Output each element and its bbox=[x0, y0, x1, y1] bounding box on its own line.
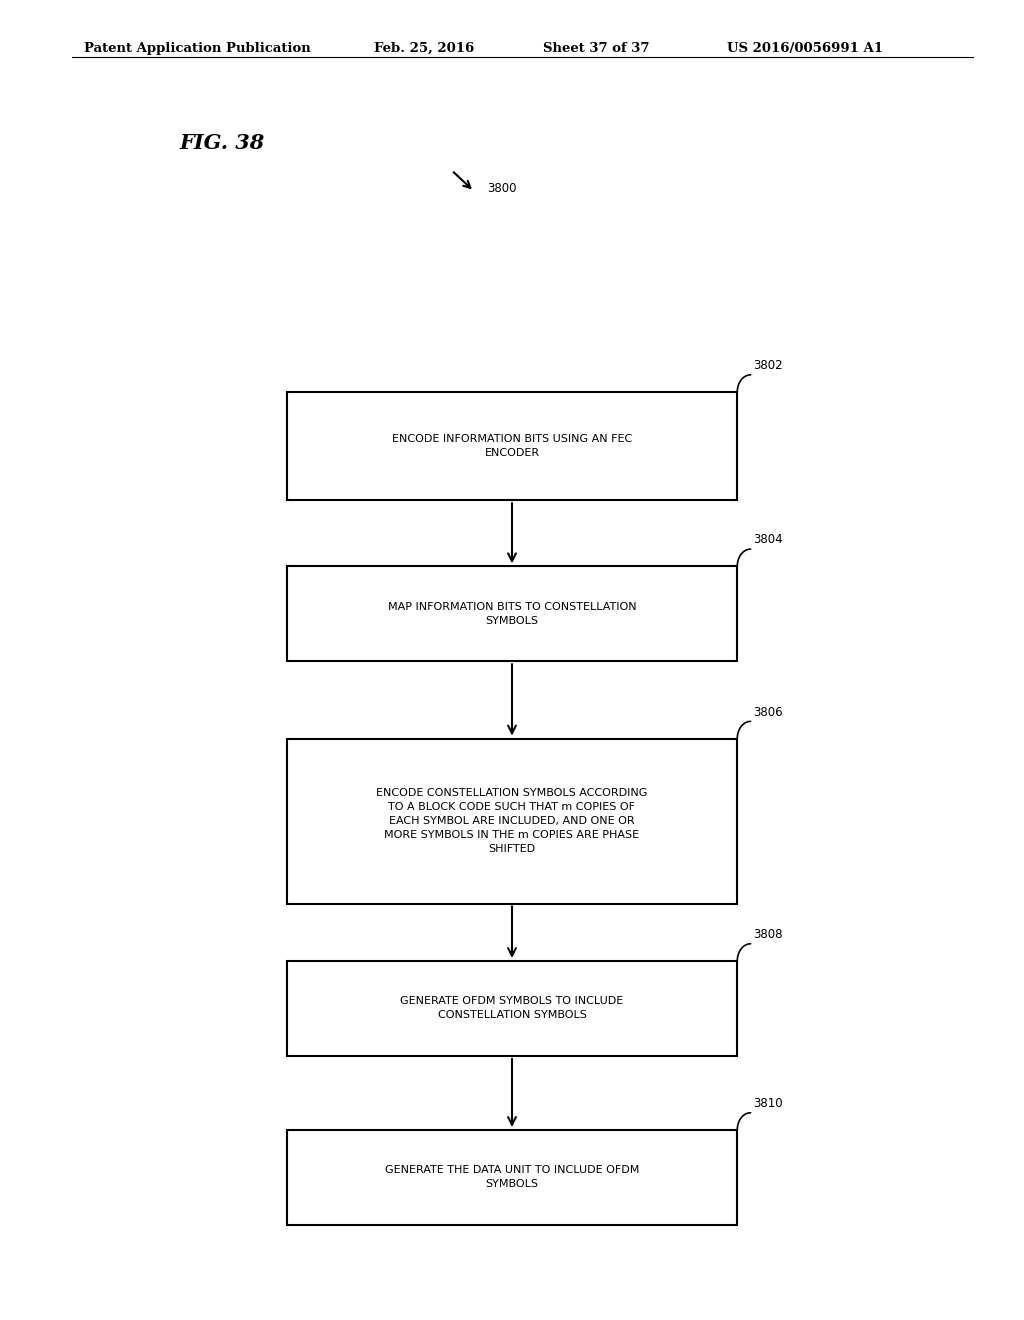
Bar bbox=[287, 1130, 737, 1225]
Text: 3808: 3808 bbox=[754, 928, 783, 941]
Text: 3800: 3800 bbox=[487, 182, 517, 195]
Text: 3810: 3810 bbox=[754, 1097, 783, 1110]
Text: GENERATE OFDM SYMBOLS TO INCLUDE
CONSTELLATION SYMBOLS: GENERATE OFDM SYMBOLS TO INCLUDE CONSTEL… bbox=[400, 997, 624, 1020]
Bar bbox=[287, 961, 737, 1056]
Text: GENERATE THE DATA UNIT TO INCLUDE OFDM
SYMBOLS: GENERATE THE DATA UNIT TO INCLUDE OFDM S… bbox=[385, 1166, 639, 1189]
Text: 3802: 3802 bbox=[754, 359, 783, 372]
Text: 3806: 3806 bbox=[754, 706, 783, 718]
Bar bbox=[287, 739, 737, 903]
Text: Sheet 37 of 37: Sheet 37 of 37 bbox=[543, 42, 649, 54]
Text: Patent Application Publication: Patent Application Publication bbox=[84, 42, 310, 54]
Text: Feb. 25, 2016: Feb. 25, 2016 bbox=[374, 42, 474, 54]
Text: MAP INFORMATION BITS TO CONSTELLATION
SYMBOLS: MAP INFORMATION BITS TO CONSTELLATION SY… bbox=[388, 602, 636, 626]
Text: FIG. 38: FIG. 38 bbox=[179, 132, 264, 153]
Text: ENCODE INFORMATION BITS USING AN FEC
ENCODER: ENCODE INFORMATION BITS USING AN FEC ENC… bbox=[392, 434, 632, 458]
Text: 3804: 3804 bbox=[754, 533, 783, 546]
Bar bbox=[287, 566, 737, 661]
Text: ENCODE CONSTELLATION SYMBOLS ACCORDING
TO A BLOCK CODE SUCH THAT m COPIES OF
EAC: ENCODE CONSTELLATION SYMBOLS ACCORDING T… bbox=[376, 788, 648, 854]
Bar bbox=[287, 392, 737, 500]
Text: US 2016/0056991 A1: US 2016/0056991 A1 bbox=[727, 42, 883, 54]
